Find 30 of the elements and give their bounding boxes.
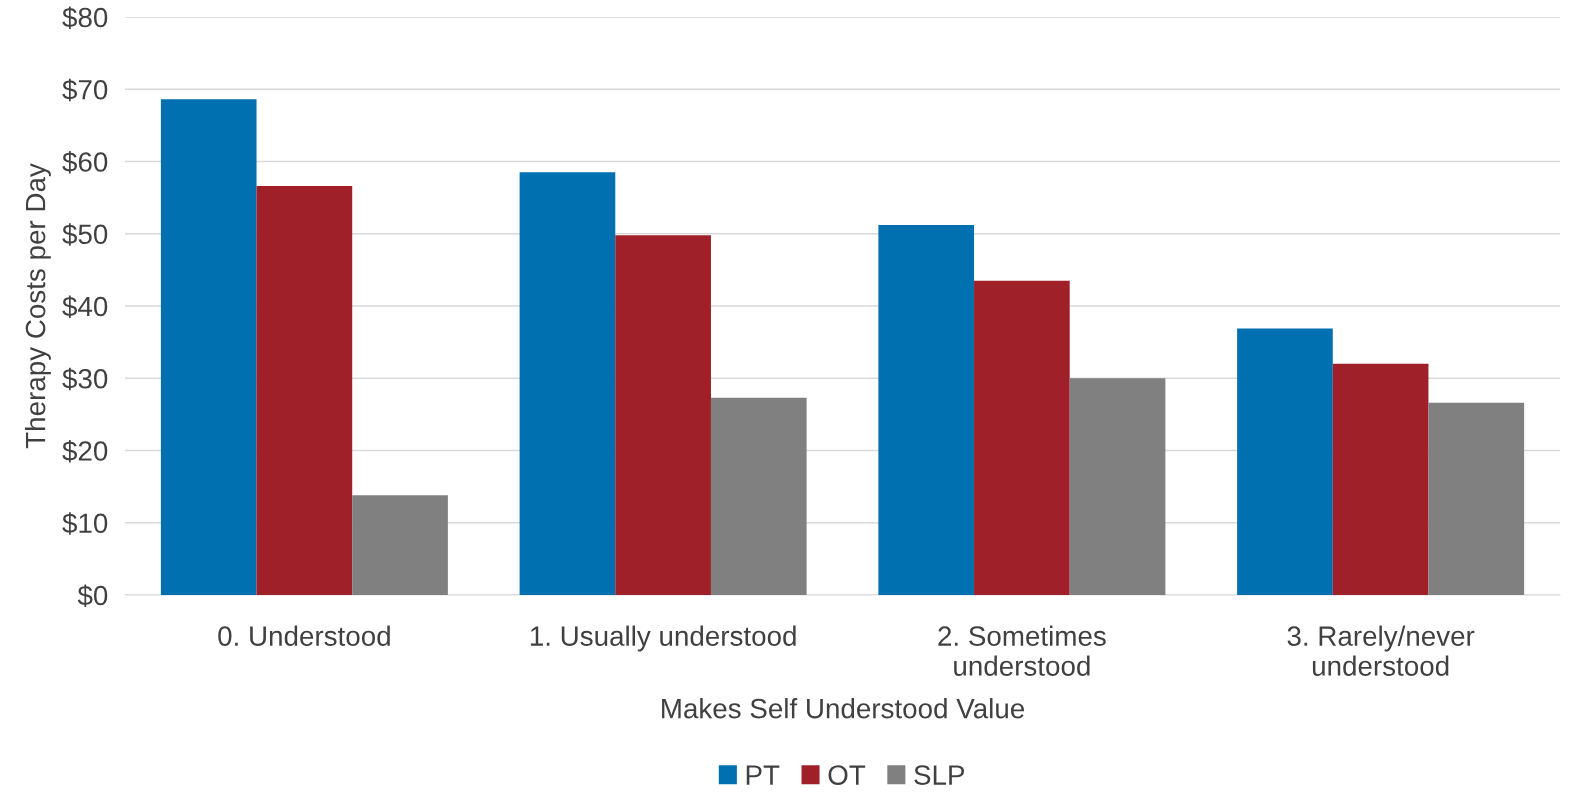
bar xyxy=(1428,402,1525,595)
y-tick-label: $0 xyxy=(77,584,108,607)
bar xyxy=(519,172,616,595)
bar xyxy=(256,186,353,595)
bar xyxy=(615,235,711,595)
y-tick-label: $30 xyxy=(62,367,108,391)
bar xyxy=(1237,328,1333,595)
y-tick-label: $10 xyxy=(62,512,108,535)
legend-label: SLP xyxy=(914,765,965,785)
bar xyxy=(878,225,975,595)
y-tick-label: $40 xyxy=(62,295,108,318)
y-tick-label: $20 xyxy=(62,440,108,463)
x-tick-label: 0. Understood xyxy=(218,625,390,646)
bar xyxy=(974,280,1070,595)
legend-label: OT xyxy=(828,765,866,785)
y-tick-label: $80 xyxy=(62,6,108,29)
x-tick-label: 3. Rarely/never understood xyxy=(1287,625,1475,676)
y-tick-label: $70 xyxy=(62,78,108,102)
bar xyxy=(710,397,807,595)
legend-label: PT xyxy=(746,765,780,785)
y-tick-label: $50 xyxy=(62,223,108,246)
y-tick-label: $60 xyxy=(62,151,108,174)
y-axis-title: Therapy Costs per Day xyxy=(24,163,51,449)
bar xyxy=(1332,363,1429,595)
x-tick-label: 1. Usually understood xyxy=(530,625,796,652)
bar xyxy=(1069,378,1166,595)
bar xyxy=(352,495,448,595)
bar xyxy=(160,99,257,595)
x-axis-title: Makes Self Understood Value xyxy=(662,698,1024,719)
x-tick-label: 2. Sometimes understood xyxy=(938,625,1106,676)
